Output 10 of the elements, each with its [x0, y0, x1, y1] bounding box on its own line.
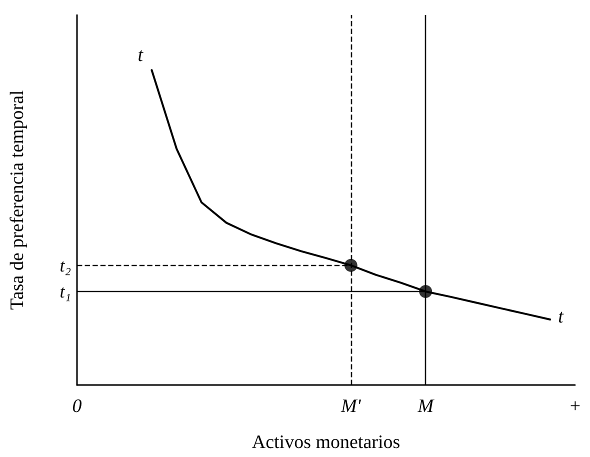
ref-line-label: t₁: [60, 281, 71, 302]
annotation: t: [558, 306, 564, 328]
y-axis-title: Tasa de preferencia temporal: [7, 90, 28, 310]
x-axis-title: Activos monetarios: [252, 432, 400, 453]
x-tick-label: M: [416, 396, 435, 417]
x-tick-label: 0: [72, 396, 82, 417]
x-tick-label: M': [340, 396, 362, 417]
text: t: [138, 45, 144, 66]
ref-line-label: t₂: [60, 255, 71, 276]
x-tick-label: +: [568, 396, 582, 417]
